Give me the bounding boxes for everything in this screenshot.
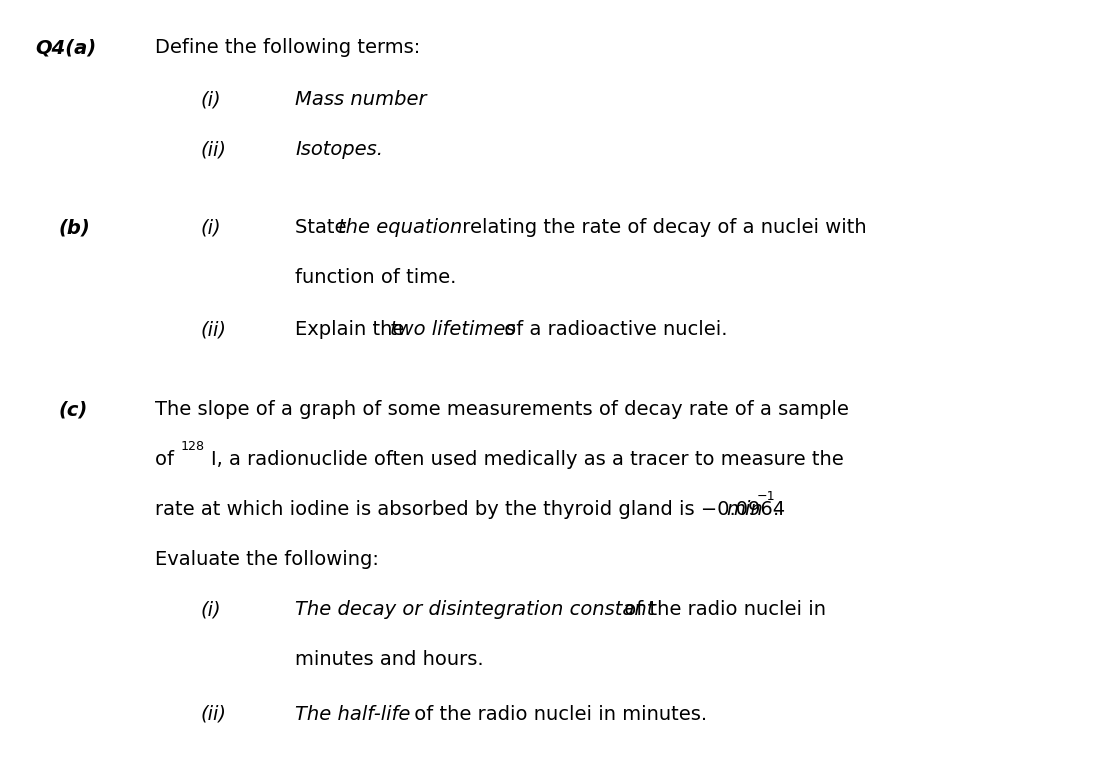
Text: The decay or disintegration constant: The decay or disintegration constant (295, 600, 655, 619)
Text: (i): (i) (200, 90, 220, 109)
Text: rate at which iodine is absorbed by the thyroid gland is −0.0964: rate at which iodine is absorbed by the … (155, 500, 785, 519)
Text: 128: 128 (181, 440, 205, 453)
Text: Mass number: Mass number (295, 90, 427, 109)
Text: of the radio nuclei in minutes.: of the radio nuclei in minutes. (408, 705, 708, 724)
Text: (c): (c) (58, 400, 88, 419)
Text: I, a radionuclide often used medically as a tracer to measure the: I, a radionuclide often used medically a… (211, 450, 844, 469)
Text: minutes and hours.: minutes and hours. (295, 650, 484, 669)
Text: Q4(a): Q4(a) (35, 38, 97, 57)
Text: of: of (155, 450, 180, 469)
Text: min: min (726, 500, 762, 519)
Text: the equation: the equation (338, 218, 462, 237)
Text: The half-life: The half-life (295, 705, 410, 724)
Text: State: State (295, 218, 353, 237)
Text: −1: −1 (757, 490, 776, 503)
Text: Define the following terms:: Define the following terms: (155, 38, 420, 57)
Text: (i): (i) (200, 600, 220, 619)
Text: (b): (b) (58, 218, 90, 237)
Text: Evaluate the following:: Evaluate the following: (155, 550, 378, 569)
Text: function of time.: function of time. (295, 268, 456, 287)
Text: of the radio nuclei in: of the radio nuclei in (618, 600, 826, 619)
Text: relating the rate of decay of a nuclei with: relating the rate of decay of a nuclei w… (456, 218, 867, 237)
Text: (ii): (ii) (200, 140, 226, 159)
Text: The slope of a graph of some measurements of decay rate of a sample: The slope of a graph of some measurement… (155, 400, 849, 419)
Text: .: . (773, 500, 779, 519)
Text: (i): (i) (200, 218, 220, 237)
Text: Isotopes.: Isotopes. (295, 140, 383, 159)
Text: Explain the: Explain the (295, 320, 410, 339)
Text: (ii): (ii) (200, 705, 226, 724)
Text: two lifetimes: two lifetimes (391, 320, 516, 339)
Text: (ii): (ii) (200, 320, 226, 339)
Text: of a radioactive nuclei.: of a radioactive nuclei. (498, 320, 727, 339)
